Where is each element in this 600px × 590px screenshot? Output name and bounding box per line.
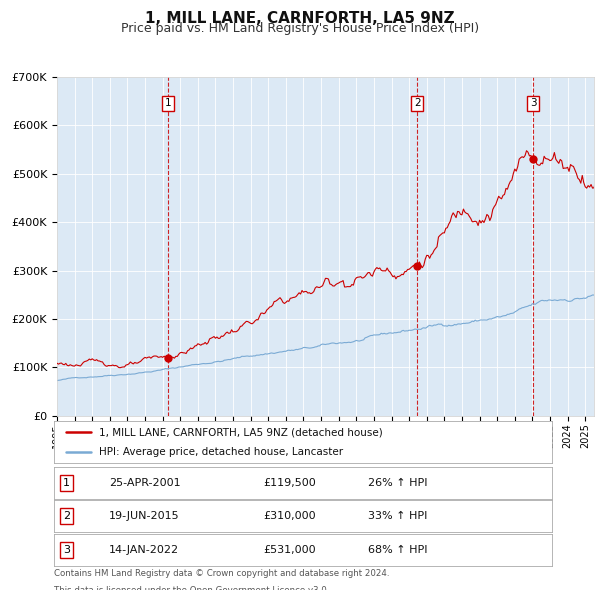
Text: 14-JAN-2022: 14-JAN-2022 (109, 545, 179, 555)
Text: This data is licensed under the Open Government Licence v3.0.: This data is licensed under the Open Gov… (54, 586, 329, 590)
Text: HPI: Average price, detached house, Lancaster: HPI: Average price, detached house, Lanc… (99, 447, 343, 457)
Text: 3: 3 (530, 99, 536, 109)
Text: 25-APR-2001: 25-APR-2001 (109, 478, 181, 487)
Text: £310,000: £310,000 (263, 512, 316, 521)
Text: 2: 2 (414, 99, 421, 109)
Text: 19-JUN-2015: 19-JUN-2015 (109, 512, 179, 521)
Text: 1, MILL LANE, CARNFORTH, LA5 9NZ: 1, MILL LANE, CARNFORTH, LA5 9NZ (145, 11, 455, 25)
Text: 3: 3 (63, 545, 70, 555)
Text: 1: 1 (165, 99, 172, 109)
Text: £119,500: £119,500 (263, 478, 316, 487)
Text: 1, MILL LANE, CARNFORTH, LA5 9NZ (detached house): 1, MILL LANE, CARNFORTH, LA5 9NZ (detach… (99, 427, 383, 437)
Text: 1: 1 (63, 478, 70, 487)
Text: 68% ↑ HPI: 68% ↑ HPI (368, 545, 427, 555)
Text: £531,000: £531,000 (263, 545, 316, 555)
Text: Contains HM Land Registry data © Crown copyright and database right 2024.: Contains HM Land Registry data © Crown c… (54, 569, 389, 578)
Text: Price paid vs. HM Land Registry's House Price Index (HPI): Price paid vs. HM Land Registry's House … (121, 22, 479, 35)
Text: 26% ↑ HPI: 26% ↑ HPI (368, 478, 427, 487)
Text: 2: 2 (63, 512, 70, 521)
Text: 33% ↑ HPI: 33% ↑ HPI (368, 512, 427, 521)
